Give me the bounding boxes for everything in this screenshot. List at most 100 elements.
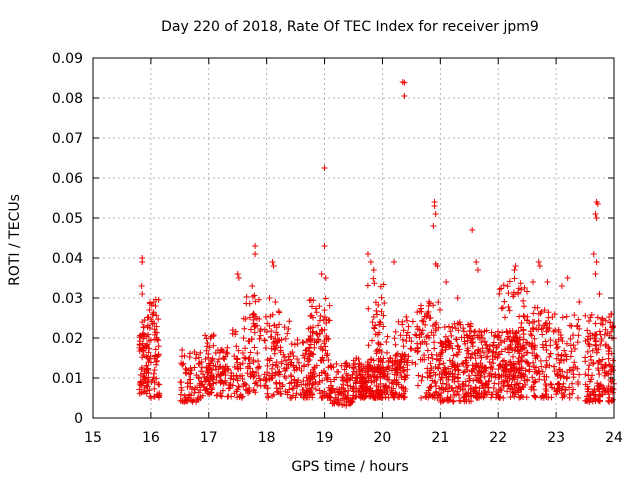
data-point	[378, 294, 385, 301]
data-point	[381, 299, 388, 306]
data-point	[582, 381, 589, 388]
data-point	[321, 307, 328, 314]
data-point	[229, 382, 236, 389]
data-point	[212, 363, 219, 370]
data-point	[380, 312, 387, 319]
data-point	[521, 377, 528, 384]
data-point	[186, 391, 193, 398]
data-point	[368, 356, 375, 363]
data-point	[272, 299, 279, 305]
data-point	[509, 389, 516, 396]
data-point	[392, 341, 399, 348]
data-point	[601, 363, 608, 370]
data-point	[383, 339, 390, 346]
data-point	[504, 388, 511, 395]
data-point	[205, 354, 212, 361]
data-point	[498, 305, 505, 312]
data-point	[192, 355, 199, 362]
data-point	[432, 327, 439, 334]
data-point	[599, 356, 606, 363]
data-point	[514, 338, 521, 345]
data-point	[229, 327, 236, 334]
data-point	[454, 342, 461, 349]
data-point	[248, 371, 255, 378]
data-point	[322, 295, 329, 302]
data-point	[321, 165, 328, 171]
data-point	[154, 336, 161, 343]
data-point	[309, 391, 316, 398]
data-point	[494, 328, 501, 335]
data-point	[155, 352, 162, 359]
data-point	[490, 348, 497, 355]
data-point	[387, 391, 394, 398]
data-point	[209, 356, 216, 363]
data-point	[510, 289, 517, 296]
data-point	[178, 387, 185, 394]
data-point	[553, 355, 560, 362]
data-point	[136, 390, 143, 397]
y-tick-label: 0.04	[52, 251, 83, 267]
data-point	[426, 384, 433, 391]
data-point	[588, 311, 595, 318]
data-point	[268, 345, 275, 352]
x-tick-label: 16	[142, 430, 160, 446]
data-point	[405, 323, 412, 330]
data-point	[201, 384, 208, 391]
y-tick-label: 0.01	[52, 371, 83, 387]
data-point	[481, 328, 488, 335]
data-point	[403, 338, 410, 345]
data-point	[545, 309, 552, 316]
data-point	[291, 341, 298, 348]
data-point	[307, 337, 314, 344]
data-point	[590, 359, 597, 366]
data-point	[424, 347, 431, 354]
data-point	[397, 364, 404, 371]
data-point	[529, 279, 536, 285]
data-point	[439, 380, 446, 387]
data-point	[376, 318, 383, 325]
data-point	[507, 394, 514, 401]
data-point	[219, 387, 226, 394]
data-point	[203, 364, 210, 371]
data-point	[273, 329, 280, 336]
data-point	[506, 278, 513, 285]
data-point	[218, 393, 225, 400]
data-point	[352, 361, 359, 368]
data-point	[329, 386, 336, 393]
data-point	[219, 364, 226, 371]
data-point	[447, 328, 454, 335]
data-point	[487, 370, 494, 377]
data-point	[305, 361, 312, 368]
data-point	[529, 340, 536, 347]
data-point	[438, 384, 445, 391]
data-point	[463, 354, 470, 361]
x-tick-label: 18	[258, 430, 276, 446]
data-point	[224, 344, 231, 351]
data-point	[222, 372, 229, 379]
data-point	[146, 337, 153, 344]
data-point	[301, 354, 308, 361]
data-point	[275, 337, 282, 344]
data-point	[310, 351, 317, 358]
data-point	[608, 328, 615, 335]
data-point	[255, 358, 262, 365]
data-point	[596, 371, 603, 378]
data-point	[328, 364, 335, 371]
data-point	[466, 333, 473, 340]
data-point	[462, 390, 469, 397]
data-point	[312, 386, 319, 393]
data-point	[309, 329, 316, 336]
data-point	[276, 309, 283, 316]
data-point	[608, 378, 615, 385]
data-point	[352, 379, 359, 386]
data-point	[191, 364, 198, 371]
data-point	[531, 386, 538, 393]
data-point	[415, 372, 422, 379]
data-point	[358, 374, 365, 381]
data-point	[270, 339, 277, 346]
data-point	[146, 387, 153, 394]
data-point	[539, 368, 546, 375]
data-point	[546, 362, 553, 369]
data-point	[403, 332, 410, 339]
data-point	[288, 341, 295, 348]
